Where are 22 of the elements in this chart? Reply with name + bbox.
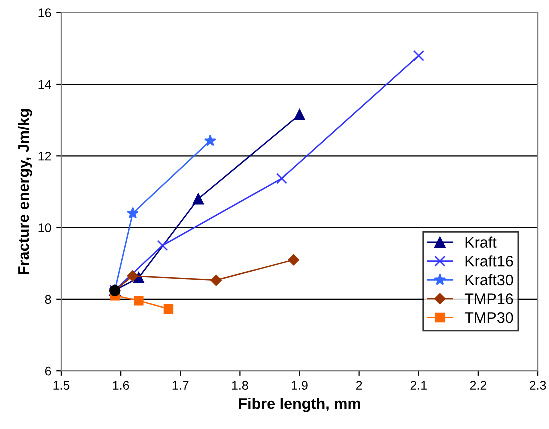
y-tick-label: 6 [45,366,52,376]
y-tick-label: 14 [38,80,52,90]
x-axis-title: Fibre length, mm [239,398,360,412]
legend-label: Kraft16 [466,256,514,267]
legend-label: TMP16 [464,294,514,304]
y-tick-label: 8 [45,295,52,304]
x-tick-label: 2.2 [470,381,487,390]
legend-label: Kraft30 [466,274,514,286]
legend-label: TMP30 [464,312,514,324]
x-tick-label: 1.6 [113,381,130,390]
x-tick-label: 1.7 [172,381,189,390]
y-axis-title: Fracture energy, Jm/kg [18,109,32,274]
x-tick-label: 2.1 [410,381,427,390]
y-tick-label: 16 [38,8,52,18]
y-tick-label: 12 [38,152,52,161]
x-tick-label: 1.5 [54,381,70,390]
x-tick-label: 2 [356,381,362,390]
x-tick-label: 1.9 [292,381,308,390]
legend-label: Kraft [466,236,497,248]
x-tick-label: 2.3 [530,381,546,390]
x-tick-label: 1.8 [232,381,248,390]
y-tick-label: 10 [38,224,52,232]
